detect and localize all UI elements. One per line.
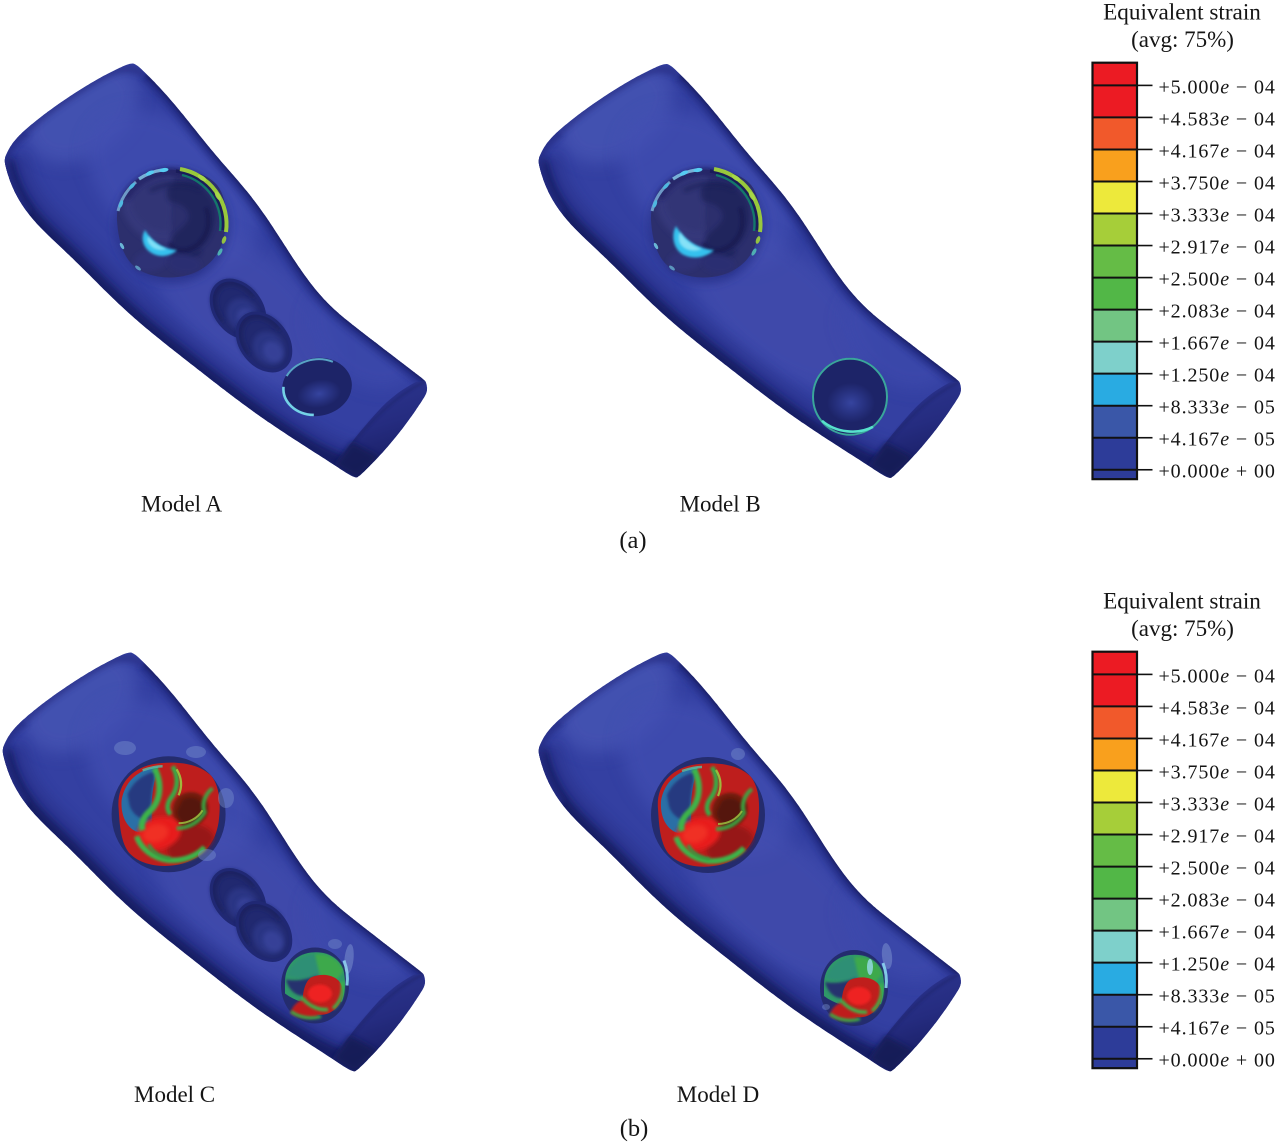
svg-text:Model A: Model A <box>141 491 223 516</box>
svg-text:Model D: Model D <box>677 1082 759 1107</box>
svg-text:Model B: Model B <box>680 491 761 516</box>
svg-text:(b): (b) <box>620 1115 649 1142</box>
svg-text:(a): (a) <box>619 527 646 554</box>
svg-text:Model C: Model C <box>134 1082 215 1107</box>
